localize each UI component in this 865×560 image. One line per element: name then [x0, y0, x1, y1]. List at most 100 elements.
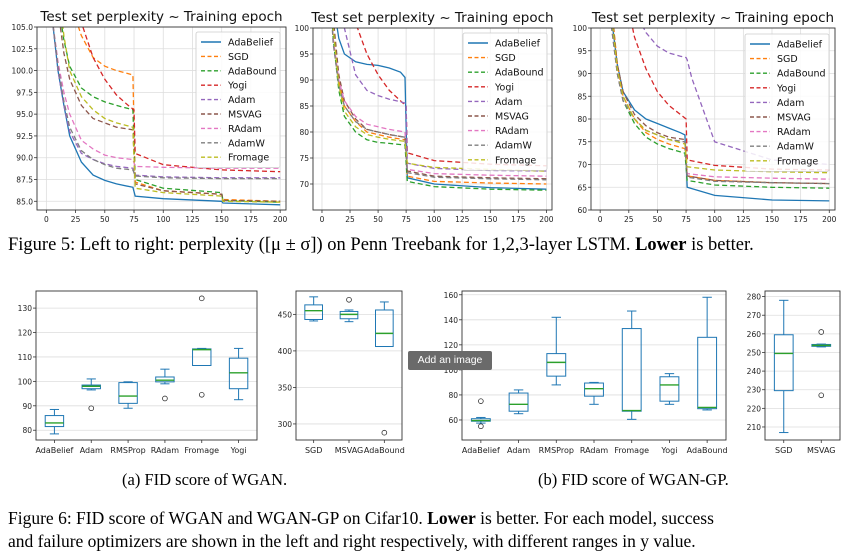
- y-tick-label: 100: [18, 377, 33, 386]
- y-tick-label: 120: [444, 341, 459, 350]
- box-body: [192, 348, 212, 367]
- x-tick-label: 200: [539, 215, 554, 224]
- y-tick-label: 85: [577, 92, 587, 101]
- chart-wgangp_success: 60 80 100 120 140 160 AdaBelief Adam RMSProp RAda…: [444, 290, 728, 455]
- x-tick-label: 50: [100, 215, 110, 224]
- y-tick-label: 75: [299, 154, 309, 163]
- legend-label-fromage: Fromage: [228, 153, 269, 164]
- y-tick-label: 350: [278, 383, 293, 392]
- plot-frame: [461, 290, 727, 441]
- legend-label-adabound: AdaBound: [228, 66, 277, 77]
- x-tick-label: 200: [273, 215, 288, 224]
- legend-label-radam: RAdam: [777, 127, 811, 138]
- y-tick-label: 220: [747, 404, 762, 413]
- legend-label-sgd: SGD: [777, 54, 798, 65]
- y-tick-label: 65: [577, 183, 587, 192]
- x-tick-label: SGD: [305, 446, 322, 455]
- x-tick-label: 50: [653, 215, 663, 224]
- box-fromage: [192, 295, 212, 398]
- plot-frame: [312, 27, 553, 211]
- x-tick-label: Fromage: [614, 446, 649, 455]
- series-line-adamw: [331, 28, 547, 181]
- series-line-adamw: [52, 27, 281, 180]
- y-tick-label: 130: [18, 304, 33, 313]
- add-image-tooltip[interactable]: Add an image: [408, 351, 492, 370]
- box-msvag: [339, 296, 359, 323]
- x-tick-label: 25: [345, 215, 355, 224]
- box-yogi: [228, 347, 249, 401]
- legend-box: [462, 32, 548, 171]
- box-outlier: [88, 405, 95, 412]
- y-tick-label: 70: [299, 180, 309, 189]
- box-yogi: [659, 373, 680, 405]
- x-tick-label: 0: [44, 215, 49, 224]
- legend-label-sgd: SGD: [228, 52, 249, 63]
- y-tick-label: 210: [747, 423, 762, 432]
- figure6-caption-line1: Figure 6: FID score of WGAN and WGAN-GP …: [8, 508, 714, 529]
- x-tick-label: AdaBelief: [462, 446, 500, 455]
- y-tick-label: 110: [18, 353, 33, 362]
- series-group: [52, 27, 281, 206]
- x-tick-label: 175: [793, 215, 808, 224]
- box-adam: [81, 378, 101, 412]
- x-tick-label: AdaBound: [364, 446, 405, 455]
- figure5-caption-suffix: is better.: [686, 235, 754, 255]
- box-outlier: [818, 329, 825, 335]
- x-tick-label: MSVAG: [807, 446, 835, 455]
- legend-label-adam: Adam: [228, 95, 255, 106]
- box-body: [584, 382, 604, 397]
- box-body: [773, 334, 794, 392]
- figure5-caption: Figure 5: Left to right: perplexity ([μ …: [8, 235, 754, 256]
- x-tick-label: RAdam: [151, 446, 180, 455]
- box-body: [659, 376, 680, 402]
- y-tick-label: 90: [22, 402, 32, 411]
- y-tick-label: 140: [444, 316, 459, 325]
- series-line-adabelief: [336, 28, 547, 190]
- box-body: [44, 415, 65, 428]
- box-outlier: [381, 429, 388, 436]
- y-tick-label: 85: [299, 102, 309, 111]
- figure5-caption-text: Left to right: perplexity ([μ ± σ]) on P…: [75, 235, 636, 255]
- y-tick-label: 95.0: [16, 110, 33, 119]
- legend: AdaBelief SGD AdaBound Yogi Adam MSVAG RAdam Ad…: [744, 33, 830, 172]
- series-line-fromage: [332, 28, 547, 172]
- y-tick-label: 80: [577, 115, 587, 124]
- x-tick-label: Fromage: [184, 446, 219, 455]
- y-tick-label: 70: [577, 161, 587, 170]
- y-tick-label: 270: [747, 311, 762, 320]
- y-tick-label: 85.0: [16, 197, 33, 206]
- series-line-adamw: [610, 28, 830, 185]
- series-line-yogi: [82, 27, 281, 173]
- legend-label-adabound: AdaBound: [777, 69, 826, 80]
- plot-frame: [590, 27, 836, 211]
- y-tick-label: 80: [448, 391, 458, 400]
- x-tick-label: 0: [598, 215, 603, 224]
- x-tick-label: 175: [244, 215, 259, 224]
- legend-label-adabelief: AdaBelief: [228, 38, 274, 49]
- box-adabelief: [44, 408, 65, 435]
- legend-label-sgd: SGD: [495, 53, 516, 64]
- legend-label-adabelief: AdaBelief: [495, 39, 541, 50]
- plot-frame: [36, 26, 287, 211]
- y-tick-label: 80: [22, 426, 32, 435]
- y-tick-label: 95: [577, 47, 587, 56]
- chart-title: Test set perplexity ~ Training epoch: [591, 10, 834, 26]
- y-tick-label: 80: [299, 128, 309, 137]
- legend-label-radam: RAdam: [228, 124, 262, 135]
- x-tick-label: RMSProp: [539, 446, 574, 455]
- x-tick-label: SGD: [775, 446, 792, 455]
- y-tick-label: 160: [444, 291, 459, 300]
- box-sgd: [773, 299, 794, 434]
- plot-frame: [295, 290, 403, 441]
- series-group: [331, 28, 547, 191]
- chart-wgan_failure: 300 350 400 450 SGD MSVAG AdaBound: [278, 290, 405, 455]
- x-tick-label: 100: [156, 215, 171, 224]
- y-tick-label: 97.5: [16, 88, 33, 97]
- series-line-radam: [52, 27, 281, 169]
- figure5-caption-prefix: Figure 5:: [8, 235, 76, 255]
- legend-label-adamw: AdamW: [777, 142, 814, 153]
- figure6-caption-suffix: is better. For each model, success: [475, 508, 714, 528]
- y-tick-label: 102.5: [12, 45, 34, 54]
- x-tick-label: 100: [708, 215, 723, 224]
